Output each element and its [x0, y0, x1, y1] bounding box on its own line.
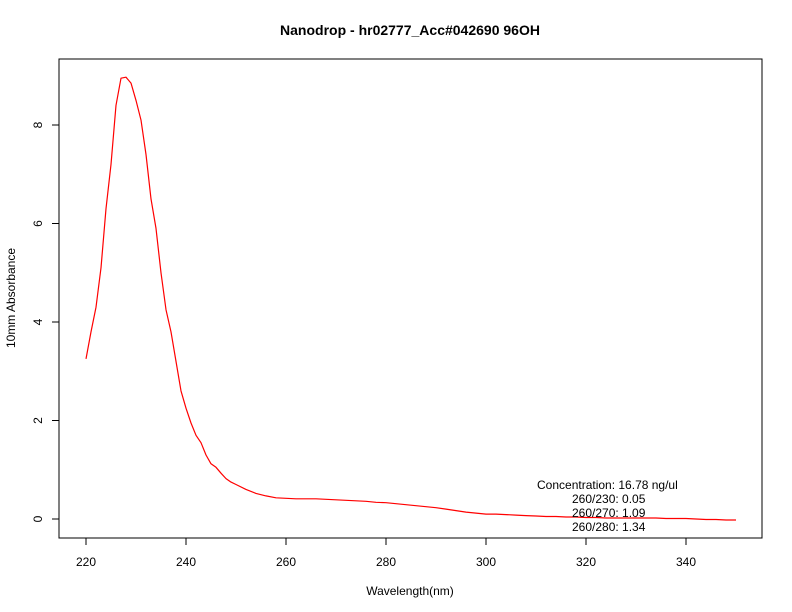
- y-tick-label: 2: [31, 417, 45, 424]
- x-tick-label: 340: [676, 555, 696, 569]
- y-tick-label: 0: [31, 515, 45, 522]
- series-layer: [85, 76, 736, 521]
- series-line-0: [85, 76, 736, 521]
- y-tick-label: 4: [31, 318, 45, 325]
- x-axis-label: Wavelength(nm): [366, 584, 454, 598]
- annotation-concentration: Concentration: 16.78 ng/ul: [537, 478, 678, 492]
- x-tick-label: 220: [76, 555, 96, 569]
- x-tick-label: 300: [476, 555, 496, 569]
- chart-title: Nanodrop - hr02777_Acc#042690 96OH: [280, 22, 540, 38]
- y-tick-label: 6: [31, 220, 45, 227]
- y-tick-label: 8: [31, 121, 45, 128]
- y-axis: 0 2 4 6 8: [31, 121, 60, 522]
- x-tick-label: 260: [276, 555, 296, 569]
- annotation-260-270: 260/270: 1.09: [572, 506, 646, 520]
- annotation-260-230: 260/230: 0.05: [572, 492, 646, 506]
- annotation-box: Concentration: 16.78 ng/ul 260/230: 0.05…: [537, 478, 678, 534]
- x-tick-label: 280: [376, 555, 396, 569]
- x-tick-label: 240: [176, 555, 196, 569]
- x-axis: 220 240 260 280 300 320 340: [76, 537, 696, 569]
- y-axis-label: 10mm Absorbance: [4, 248, 18, 348]
- annotation-260-280: 260/280: 1.34: [572, 520, 646, 534]
- x-tick-label: 320: [576, 555, 596, 569]
